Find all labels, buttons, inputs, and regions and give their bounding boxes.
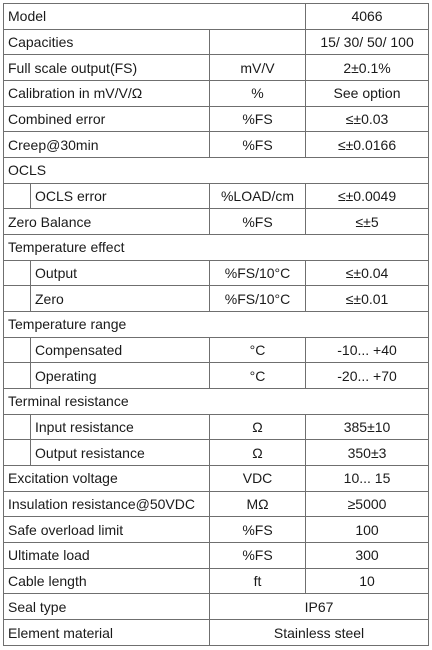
label-operating: Operating	[30, 362, 210, 390]
specification-table: Model 4066 Capacities 15/ 30/ 50/ 100 Fu…	[2, 3, 430, 646]
label-safe-overload: Safe overload limit	[3, 516, 210, 544]
label-temp-zero: Zero	[30, 285, 210, 313]
row-zero-balance: Zero Balance %FS ≤±5	[3, 208, 430, 236]
row-combined-error: Combined error %FS ≤±0.03	[3, 105, 430, 133]
section-temperature-effect: Temperature effect	[2, 234, 430, 261]
row-temperature-range-header: Temperature range	[2, 311, 430, 338]
label-ultimate-load: Ultimate load	[3, 542, 210, 569]
section-terminal-resistance: Terminal resistance	[2, 388, 430, 415]
label-creep: Creep@30min	[3, 131, 210, 159]
row-temperature-effect-header: Temperature effect	[2, 234, 430, 261]
row-calibration: Calibration in mV/V/Ω % See option	[3, 80, 430, 107]
value-calibration: See option	[305, 80, 430, 107]
unit-input-resistance: Ω	[208, 413, 307, 441]
row-insulation-resistance: Insulation resistance@50VDC MΩ ≥5000	[3, 490, 430, 518]
label-insulation: Insulation resistance@50VDC	[3, 490, 210, 518]
indent-spacer	[3, 259, 31, 287]
value-input-resistance: 385±10	[305, 413, 430, 441]
unit-ultimate-load: %FS	[208, 542, 307, 569]
unit-combined-error: %FS	[208, 105, 307, 133]
unit-creep: %FS	[208, 131, 307, 159]
row-element-material: Element material Stainless steel	[3, 619, 430, 646]
row-model: Model 4066	[2, 3, 430, 30]
row-ocls-error: OCLS error %LOAD/cm ≤±0.0049	[3, 182, 430, 210]
unit-capacities-empty	[208, 28, 307, 56]
label-zero-balance: Zero Balance	[3, 208, 210, 236]
row-terminal-resistance-header: Terminal resistance	[2, 388, 430, 415]
label-capacities: Capacities	[3, 28, 210, 56]
row-input-resistance: Input resistance Ω 385±10	[3, 413, 430, 441]
value-combined-error: ≤±0.03	[305, 105, 430, 133]
value-seal-type: IP67	[208, 593, 430, 621]
value-ocls-error: ≤±0.0049	[305, 182, 430, 210]
row-full-scale-output: Full scale output(FS) mV/V 2±0.1%	[3, 54, 430, 82]
label-output-resistance: Output resistance	[30, 439, 210, 467]
label-input-resistance: Input resistance	[30, 413, 210, 441]
unit-temp-zero: %FS/10°C	[208, 285, 307, 313]
row-excitation-voltage: Excitation voltage VDC 10... 15	[3, 465, 430, 492]
unit-fso: mV/V	[208, 54, 307, 82]
row-seal-type: Seal type IP67	[3, 593, 430, 621]
unit-compensated: °C	[208, 336, 307, 364]
row-compensated: Compensated °C -10... +40	[3, 336, 430, 364]
value-fso: 2±0.1%	[305, 54, 430, 82]
unit-zero-balance: %FS	[208, 208, 307, 236]
unit-insulation: MΩ	[208, 490, 307, 518]
label-model: Model	[2, 3, 307, 30]
row-temp-output: Output %FS/10°C ≤±0.04	[3, 259, 430, 287]
row-safe-overload: Safe overload limit %FS 100	[3, 516, 430, 544]
value-cable-length: 10	[305, 567, 430, 595]
row-temp-zero: Zero %FS/10°C ≤±0.01	[3, 285, 430, 313]
label-calibration: Calibration in mV/V/Ω	[3, 80, 210, 107]
row-cable-length: Cable length ft 10	[3, 567, 430, 595]
row-ultimate-load: Ultimate load %FS 300	[3, 542, 430, 569]
row-creep: Creep@30min %FS ≤±0.0166	[3, 131, 430, 159]
indent-spacer	[3, 285, 31, 313]
row-capacities: Capacities 15/ 30/ 50/ 100	[3, 28, 430, 56]
value-element-material: Stainless steel	[208, 619, 430, 646]
spec-sheet: Model 4066 Capacities 15/ 30/ 50/ 100 Fu…	[2, 3, 430, 646]
value-excitation: 10... 15	[305, 465, 430, 492]
label-seal-type: Seal type	[3, 593, 210, 621]
indent-spacer	[3, 413, 31, 441]
value-insulation: ≥5000	[305, 490, 430, 518]
unit-output-resistance: Ω	[208, 439, 307, 467]
unit-excitation: VDC	[208, 465, 307, 492]
label-cable-length: Cable length	[3, 567, 210, 595]
value-ultimate-load: 300	[305, 542, 430, 569]
value-operating: -20... +70	[305, 362, 430, 390]
unit-operating: °C	[208, 362, 307, 390]
value-capacities: 15/ 30/ 50/ 100	[305, 28, 430, 56]
value-temp-zero: ≤±0.01	[305, 285, 430, 313]
row-operating: Operating °C -20... +70	[3, 362, 430, 390]
value-zero-balance: ≤±5	[305, 208, 430, 236]
indent-spacer	[3, 336, 31, 364]
row-ocls-header: OCLS	[2, 157, 430, 184]
label-ocls-error: OCLS error	[30, 182, 210, 210]
value-safe-overload: 100	[305, 516, 430, 544]
label-compensated: Compensated	[30, 336, 210, 364]
section-ocls: OCLS	[2, 157, 430, 184]
unit-calibration: %	[208, 80, 307, 107]
label-combined-error: Combined error	[3, 105, 210, 133]
indent-spacer	[3, 362, 31, 390]
value-creep: ≤±0.0166	[305, 131, 430, 159]
unit-ocls-error: %LOAD/cm	[208, 182, 307, 210]
unit-temp-output: %FS/10°C	[208, 259, 307, 287]
value-model: 4066	[305, 3, 430, 30]
label-temp-output: Output	[30, 259, 210, 287]
value-compensated: -10... +40	[305, 336, 430, 364]
section-temperature-range: Temperature range	[2, 311, 430, 338]
value-temp-output: ≤±0.04	[305, 259, 430, 287]
unit-safe-overload: %FS	[208, 516, 307, 544]
label-excitation: Excitation voltage	[3, 465, 210, 492]
value-output-resistance: 350±3	[305, 439, 430, 467]
label-element-material: Element material	[3, 619, 210, 646]
row-output-resistance: Output resistance Ω 350±3	[3, 439, 430, 467]
indent-spacer	[3, 182, 31, 210]
indent-spacer	[3, 439, 31, 467]
unit-cable-length: ft	[208, 567, 307, 595]
label-fso: Full scale output(FS)	[3, 54, 210, 82]
